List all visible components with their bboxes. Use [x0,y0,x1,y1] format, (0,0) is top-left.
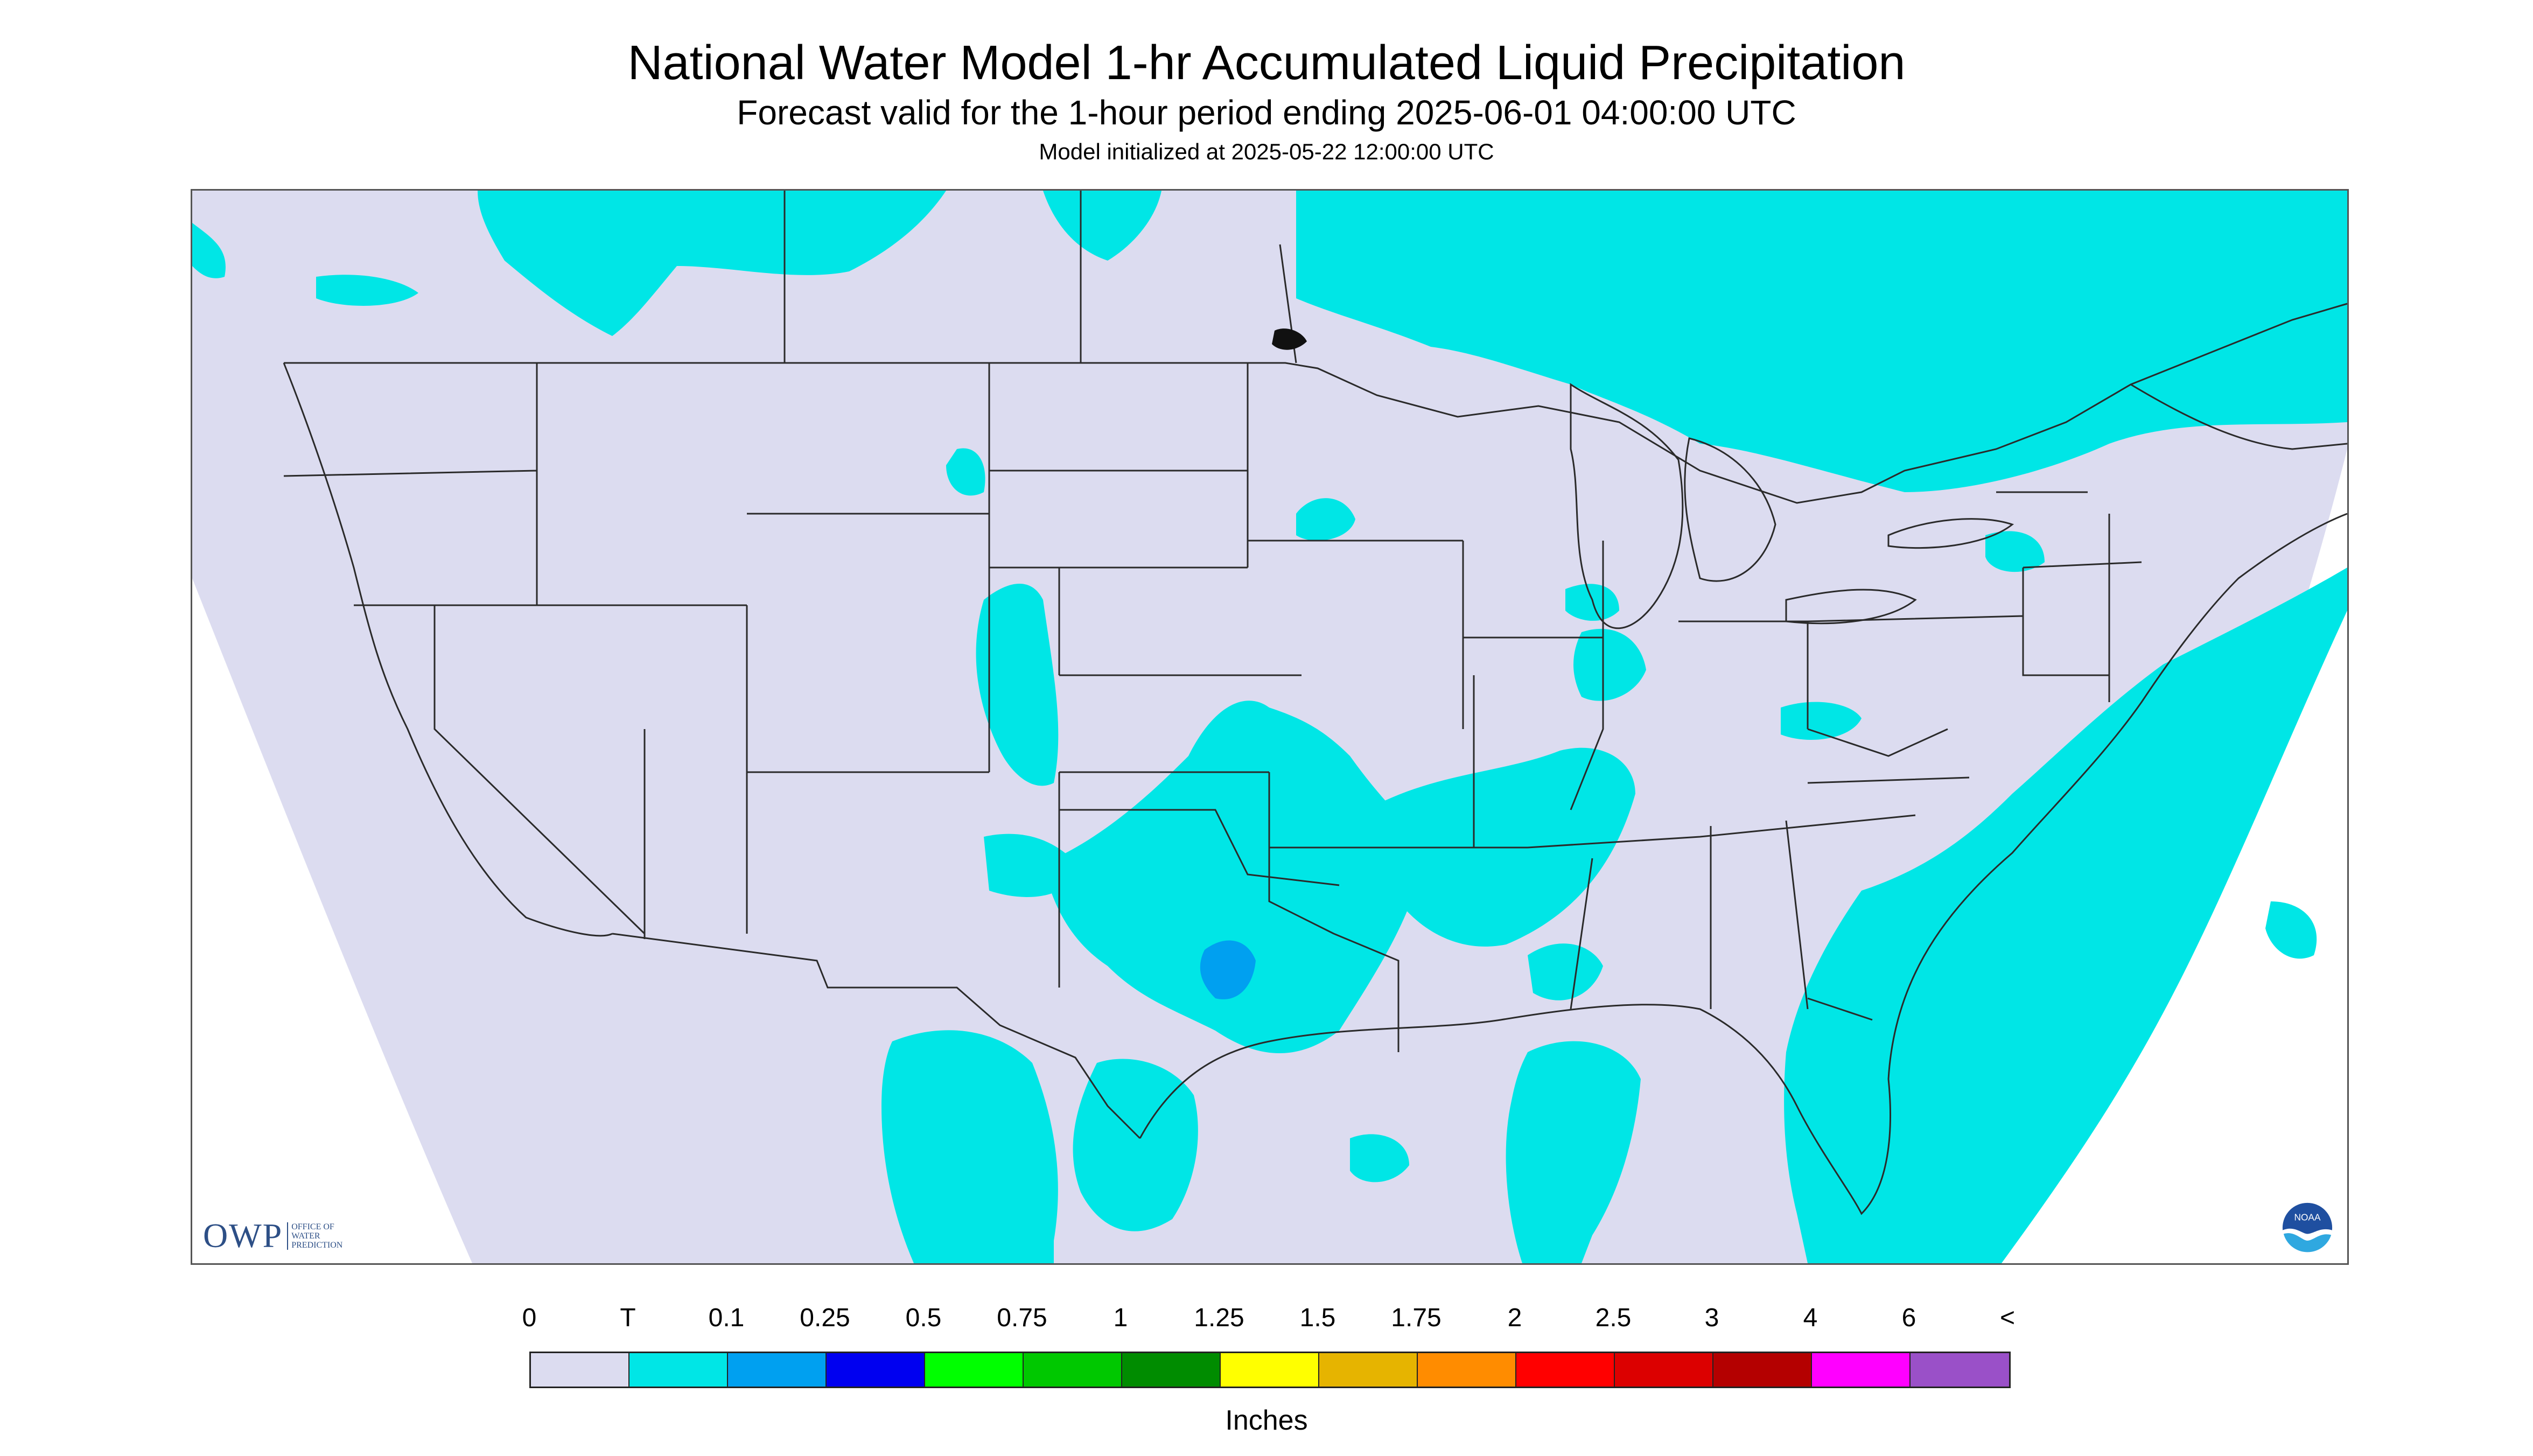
lake-of-the-woods [1272,328,1307,350]
noaa-logo-icon: NOAA [2282,1202,2333,1254]
legend-swatch [1418,1353,1516,1387]
legend-tick-label: 1.25 [1194,1304,1244,1332]
legend-swatch [1713,1353,1812,1387]
owp-logo-line: WATER [291,1231,320,1241]
legend-swatch [531,1353,629,1387]
legend-swatch [827,1353,925,1387]
legend-tick-label: 1.75 [1391,1304,1442,1332]
legend-swatch [1024,1353,1122,1387]
map-subtitle: Forecast valid for the 1-hour period end… [737,93,1796,132]
legend-color-bar [529,1352,2011,1388]
lake-michigan-shore [1570,383,1684,629]
owp-logo-mark: OWP [203,1216,283,1255]
legend-swatch [728,1353,827,1387]
map-title: National Water Model 1-hr Accumulated Li… [627,36,1906,90]
legend-labels: 0 T 0.1 0.25 0.5 0.75 1 1.25 1.5 1.75 2 2.5 3 4 6 < [0,1303,2533,1341]
legend-tick-label: 0.25 [800,1304,850,1332]
legend-tick-label: 2 [1507,1304,1522,1332]
legend-tick-label: 0 [522,1304,537,1332]
maritime-border [2130,383,2347,450]
legend-tick-label: 1.5 [1299,1304,1336,1332]
west-coast [283,362,613,937]
boundary-lines [283,191,2347,1215]
legend-tick-label: T [620,1304,636,1332]
owp-logo: OWP OFFICE OF WATER PREDICTION [203,1216,342,1256]
legend-tick-label: 1 [1113,1304,1128,1332]
us-mexico-border [612,933,1141,1139]
legend-tick-label: 4 [1803,1304,1818,1332]
legend-tick-label: < [1999,1304,2016,1332]
legend-tick-label: 0.1 [708,1304,745,1332]
legend-swatch [1122,1353,1221,1387]
east-state-lines [1462,491,2142,1021]
lake-ontario-shore [1887,518,2014,549]
legend-tick-label: 3 [1704,1304,1719,1332]
legend-units: Inches [1225,1405,1308,1436]
owp-logo-line: OFFICE OF [291,1222,334,1231]
legend-swatch [1911,1353,2009,1387]
canada-us-border [284,303,2347,504]
legend-swatch [925,1353,1024,1387]
legend-tick-label: 6 [1901,1304,1916,1332]
legend-swatch [1319,1353,1418,1387]
owp-logo-text: OFFICE OF WATER PREDICTION [287,1222,342,1250]
legend-swatch [629,1353,728,1387]
map-canvas [192,191,2347,1263]
west-state-lines [283,363,1528,1052]
legend-swatch [1615,1353,1713,1387]
legend-tick-label: 2.5 [1595,1304,1632,1332]
lake-erie-shore [1785,589,1917,625]
noaa-logo-text: NOAA [2294,1212,2321,1223]
outside-projection-left [192,578,472,1263]
owp-logo-line: PREDICTION [291,1240,343,1250]
legend-swatch [1812,1353,1911,1387]
tenth-inch-precip-area [1200,940,1256,999]
precipitation-map: OWP OFFICE OF WATER PREDICTION NOAA [191,189,2349,1265]
gulf-atlantic-coast [1139,513,2347,1215]
legend-swatch [1516,1353,1615,1387]
legend-tick-label: 0.75 [997,1304,1047,1332]
lower-michigan-shore [1684,437,1776,582]
legend-swatch [1221,1353,1319,1387]
outside-projection-right [2002,449,2347,1263]
legend-tick-label: 0.5 [905,1304,942,1332]
model-init-text: Model initialized at 2025-05-22 12:00:00… [1039,139,1494,164]
